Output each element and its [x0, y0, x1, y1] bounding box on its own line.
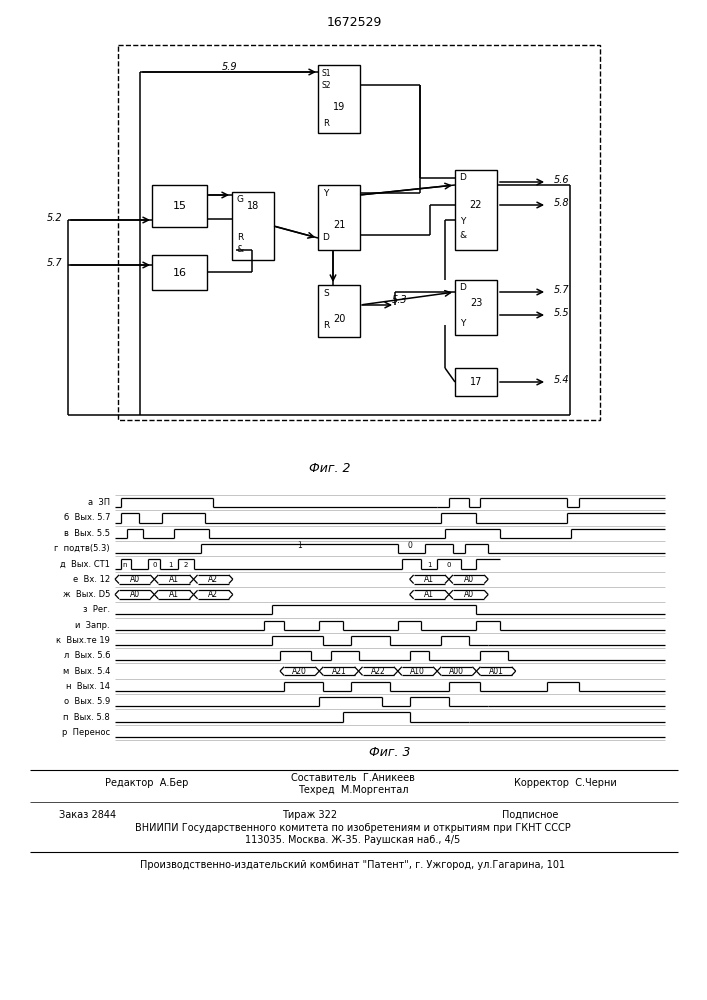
Text: Производственно-издательский комбинат "Патент", г. Ужгород, ул.Гагарина, 101: Производственно-издательский комбинат "П… [141, 860, 566, 870]
Text: е  Вх. 12: е Вх. 12 [73, 575, 110, 584]
Text: A1: A1 [169, 575, 179, 584]
Text: 5.9: 5.9 [222, 62, 238, 72]
Text: &: & [236, 245, 244, 254]
Text: м  Вых. 5.4: м Вых. 5.4 [63, 667, 110, 676]
Text: к  Вых.те 19: к Вых.те 19 [56, 636, 110, 645]
Text: Техред  М.Моргентал: Техред М.Моргентал [298, 785, 408, 795]
Text: з  Рег.: з Рег. [83, 605, 110, 614]
Text: н  Вых. 14: н Вых. 14 [66, 682, 110, 691]
Text: 5.8: 5.8 [554, 198, 570, 208]
Text: D: D [322, 233, 329, 242]
Bar [118, 45, 600, 420]
Text: D: D [460, 174, 467, 182]
Text: о  Вых. 5.9: о Вых. 5.9 [64, 697, 110, 706]
Text: г  подтв(5.3): г подтв(5.3) [54, 544, 110, 553]
Text: 1: 1 [427, 562, 431, 568]
Text: A01: A01 [489, 667, 503, 676]
Text: л  Вых. 5.б: л Вых. 5.б [64, 651, 110, 660]
Text: S: S [323, 288, 329, 298]
Text: S2: S2 [321, 81, 331, 90]
Text: д  Вых. СТ1: д Вых. СТ1 [60, 559, 110, 568]
Bar [318, 285, 360, 337]
Text: Y: Y [460, 218, 466, 227]
Text: A1: A1 [424, 575, 434, 584]
Text: A21: A21 [332, 667, 346, 676]
Text: 19: 19 [333, 102, 345, 112]
Text: 16: 16 [173, 267, 187, 277]
Text: A20: A20 [292, 667, 307, 676]
Bar [152, 185, 207, 227]
Text: Составитель  Г.Аникеев: Составитель Г.Аникеев [291, 773, 415, 783]
Text: ВНИИПИ Государственного комитета по изобретениям и открытиям при ГКНТ СССР: ВНИИПИ Государственного комитета по изоб… [135, 823, 571, 833]
Text: Корректор  С.Черни: Корректор С.Черни [513, 778, 617, 788]
Text: Y: Y [323, 188, 329, 198]
Text: 15: 15 [173, 201, 187, 211]
Bar [232, 192, 274, 260]
Text: 5.7: 5.7 [554, 285, 570, 295]
Text: A0: A0 [129, 590, 140, 599]
Text: Фиг. 3: Фиг. 3 [369, 746, 411, 758]
Text: A1: A1 [424, 590, 434, 599]
Text: A22: A22 [371, 667, 385, 676]
Text: R: R [237, 233, 243, 242]
Bar [455, 368, 497, 396]
Text: 18: 18 [247, 201, 259, 211]
Text: р  Перенос: р Перенос [62, 728, 110, 737]
Text: ж  Вых. D5: ж Вых. D5 [63, 590, 110, 599]
Text: и  Запр.: и Запр. [76, 621, 110, 630]
Text: 21: 21 [333, 221, 345, 231]
Text: A2: A2 [209, 575, 218, 584]
Text: D: D [460, 284, 467, 292]
Text: 23: 23 [470, 298, 482, 308]
Text: Подписное: Подписное [502, 810, 559, 820]
Text: S1: S1 [321, 68, 331, 78]
Text: а  ЗП: а ЗП [88, 498, 110, 507]
Text: 1: 1 [168, 562, 173, 568]
Text: R: R [323, 320, 329, 330]
Text: R: R [323, 118, 329, 127]
Text: 5.3: 5.3 [392, 295, 408, 305]
Text: Редактор  А.Бер: Редактор А.Бер [105, 778, 188, 788]
Text: в  Вых. 5.5: в Вых. 5.5 [64, 529, 110, 538]
Bar [455, 170, 497, 250]
Text: Y: Y [460, 318, 466, 328]
Text: 20: 20 [333, 314, 345, 324]
Bar [318, 65, 360, 133]
Text: 113035. Москва. Ж-35. Раушская наб., 4/5: 113035. Москва. Ж-35. Раушская наб., 4/5 [245, 835, 461, 845]
Text: &: & [460, 232, 467, 240]
Text: 1672529: 1672529 [327, 15, 382, 28]
Text: 0: 0 [152, 562, 156, 568]
Bar [318, 185, 360, 250]
Text: 5.4: 5.4 [554, 375, 570, 385]
Text: 17: 17 [470, 377, 482, 387]
Text: п  Вых. 5.8: п Вых. 5.8 [63, 713, 110, 722]
Text: A00: A00 [449, 667, 464, 676]
Text: A10: A10 [410, 667, 425, 676]
Text: Фиг. 2: Фиг. 2 [309, 462, 351, 475]
Text: 2: 2 [184, 562, 188, 568]
Text: A2: A2 [209, 590, 218, 599]
Text: A0: A0 [464, 575, 474, 584]
Text: б  Вых. 5.7: б Вых. 5.7 [64, 513, 110, 522]
Text: Заказ 2844: Заказ 2844 [59, 810, 117, 820]
Text: Тираж 322: Тираж 322 [282, 810, 337, 820]
Text: n: n [122, 562, 127, 568]
Text: A0: A0 [129, 575, 140, 584]
Text: 5.2: 5.2 [47, 213, 62, 223]
Text: 0: 0 [407, 541, 412, 550]
Bar [455, 280, 497, 335]
Text: G: G [237, 196, 243, 205]
Text: A0: A0 [464, 590, 474, 599]
Text: A1: A1 [169, 590, 179, 599]
Bar [152, 255, 207, 290]
Text: 22: 22 [469, 200, 482, 210]
Text: 5.7: 5.7 [47, 258, 62, 268]
Text: 5.5: 5.5 [554, 308, 570, 318]
Text: 0: 0 [447, 562, 451, 568]
Text: 1: 1 [297, 541, 302, 550]
Text: 5.6: 5.6 [554, 175, 570, 185]
